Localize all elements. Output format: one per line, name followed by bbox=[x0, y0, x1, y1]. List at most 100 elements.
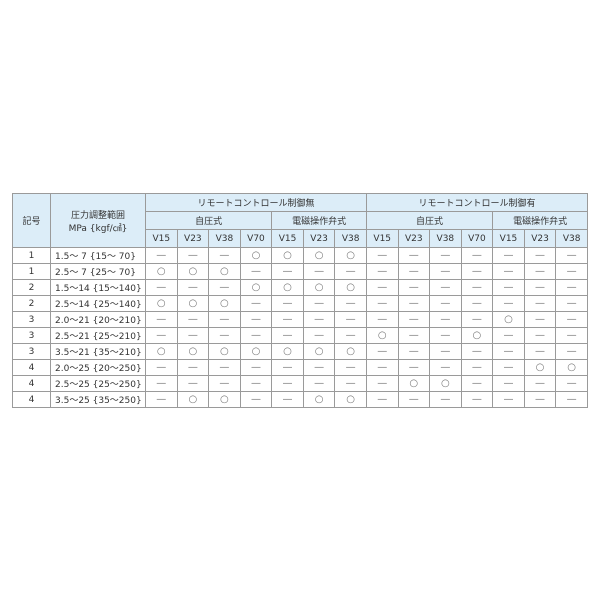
unavailable-mark: — bbox=[239, 295, 273, 312]
unavailable-mark: — bbox=[334, 263, 367, 280]
unavailable-mark: — bbox=[334, 311, 367, 328]
unavailable-mark: — bbox=[555, 311, 588, 328]
unavailable-mark: — bbox=[523, 263, 557, 280]
unavailable-mark: — bbox=[334, 295, 367, 312]
unavailable-mark: — bbox=[555, 279, 588, 296]
unavailable-mark: — bbox=[460, 295, 494, 312]
header-code: 記号 bbox=[12, 193, 51, 248]
table-row: 2 2.5～14 {25～140} ○ ○ ○ — — — — — — — — — — — bbox=[12, 295, 588, 312]
available-mark: ○ bbox=[555, 359, 588, 376]
unavailable-mark: — bbox=[145, 391, 178, 408]
unavailable-mark: — bbox=[429, 327, 462, 344]
unavailable-mark: — bbox=[460, 391, 494, 408]
unavailable-mark: — bbox=[176, 247, 210, 264]
unavailable-mark: — bbox=[239, 359, 273, 376]
header-model: V15 bbox=[145, 229, 178, 248]
code-cell: 1 bbox=[12, 263, 51, 280]
header-model: V23 bbox=[302, 229, 336, 248]
header-self-pressure: 自圧式 bbox=[144, 211, 273, 230]
unavailable-mark: — bbox=[145, 247, 178, 264]
unavailable-mark: — bbox=[429, 247, 462, 264]
range-cell: 2.0～25 {20～250} bbox=[50, 359, 146, 376]
unavailable-mark: — bbox=[460, 375, 494, 392]
header-model: V38 bbox=[429, 229, 462, 248]
unavailable-mark: — bbox=[365, 359, 399, 376]
unavailable-mark: — bbox=[397, 311, 431, 328]
available-mark: ○ bbox=[145, 295, 178, 312]
unavailable-mark: — bbox=[239, 263, 273, 280]
unavailable-mark: — bbox=[460, 279, 494, 296]
unavailable-mark: — bbox=[271, 311, 304, 328]
header-model: V38 bbox=[208, 229, 241, 248]
table-row: 1 2.5～ 7 {25～ 70} ○ ○ ○ — — — — — — — — — — — bbox=[12, 263, 588, 280]
available-mark: ○ bbox=[460, 327, 494, 344]
unavailable-mark: — bbox=[429, 279, 462, 296]
unavailable-mark: — bbox=[555, 295, 588, 312]
unavailable-mark: — bbox=[334, 375, 367, 392]
header-model: V15 bbox=[492, 229, 525, 248]
unavailable-mark: — bbox=[555, 375, 588, 392]
table-row: 3 3.5～21 {35～210} ○ ○ ○ ○ ○ ○ ○ — — — — — — — bbox=[12, 343, 588, 360]
unavailable-mark: — bbox=[492, 359, 525, 376]
header-solenoid: 電磁操作弁式 bbox=[492, 211, 588, 230]
unavailable-mark: — bbox=[176, 311, 210, 328]
unavailable-mark: — bbox=[208, 311, 241, 328]
range-cell: 1.5～14 {15～140} bbox=[50, 279, 146, 296]
unavailable-mark: — bbox=[365, 311, 399, 328]
available-mark: ○ bbox=[334, 343, 367, 360]
code-cell: 2 bbox=[12, 279, 51, 296]
header-range-line2: MPa {kgf/㎠} bbox=[68, 223, 128, 234]
code-cell: 3 bbox=[12, 327, 51, 344]
unavailable-mark: — bbox=[429, 295, 462, 312]
unavailable-mark: — bbox=[555, 343, 588, 360]
unavailable-mark: — bbox=[429, 359, 462, 376]
table-row: 1 1.5～ 7 {15～ 70} — — — ○ ○ ○ ○ — — — — — — — bbox=[12, 247, 588, 264]
available-mark: ○ bbox=[271, 343, 304, 360]
header-self-pressure: 自圧式 bbox=[365, 211, 494, 230]
unavailable-mark: — bbox=[176, 359, 210, 376]
unavailable-mark: — bbox=[334, 327, 367, 344]
unavailable-mark: — bbox=[397, 263, 431, 280]
available-mark: ○ bbox=[523, 359, 557, 376]
unavailable-mark: — bbox=[176, 375, 210, 392]
unavailable-mark: — bbox=[176, 327, 210, 344]
available-mark: ○ bbox=[302, 343, 336, 360]
available-mark: ○ bbox=[365, 327, 399, 344]
available-mark: ○ bbox=[176, 391, 210, 408]
unavailable-mark: — bbox=[460, 247, 494, 264]
available-mark: ○ bbox=[176, 263, 210, 280]
unavailable-mark: — bbox=[239, 327, 273, 344]
unavailable-mark: — bbox=[208, 247, 241, 264]
table-row: 4 2.0～25 {20～250} — — — — — — — — — — — — ○ ○ bbox=[12, 359, 588, 376]
code-cell: 3 bbox=[12, 343, 51, 360]
available-mark: ○ bbox=[176, 295, 210, 312]
unavailable-mark: — bbox=[523, 343, 557, 360]
unavailable-mark: — bbox=[271, 327, 304, 344]
available-mark: ○ bbox=[302, 279, 336, 296]
unavailable-mark: — bbox=[145, 359, 178, 376]
header-model: V38 bbox=[555, 229, 588, 248]
unavailable-mark: — bbox=[492, 295, 525, 312]
unavailable-mark: — bbox=[460, 311, 494, 328]
unavailable-mark: — bbox=[145, 279, 178, 296]
code-cell: 4 bbox=[12, 375, 51, 392]
unavailable-mark: — bbox=[208, 359, 241, 376]
range-cell: 2.5～25 {25～250} bbox=[50, 375, 146, 392]
header-model: V15 bbox=[271, 229, 304, 248]
available-mark: ○ bbox=[239, 343, 273, 360]
table-row: 3 2.0～21 {20～210} — — — — — — — — — — — ○ — — bbox=[12, 311, 588, 328]
available-mark: ○ bbox=[208, 263, 241, 280]
unavailable-mark: — bbox=[523, 247, 557, 264]
unavailable-mark: — bbox=[365, 391, 399, 408]
unavailable-mark: — bbox=[523, 295, 557, 312]
unavailable-mark: — bbox=[208, 375, 241, 392]
range-cell: 2.0～21 {20～210} bbox=[50, 311, 146, 328]
pressure-range-table: 記号 圧力調整範囲 MPa {kgf/㎠} リモートコントロール制御無 リモートコ… bbox=[12, 193, 589, 408]
unavailable-mark: — bbox=[176, 279, 210, 296]
unavailable-mark: — bbox=[460, 343, 494, 360]
range-cell: 3.5～25 {35～250} bbox=[50, 391, 146, 408]
unavailable-mark: — bbox=[555, 263, 588, 280]
unavailable-mark: — bbox=[523, 391, 557, 408]
available-mark: ○ bbox=[176, 343, 210, 360]
code-cell: 1 bbox=[12, 247, 51, 264]
